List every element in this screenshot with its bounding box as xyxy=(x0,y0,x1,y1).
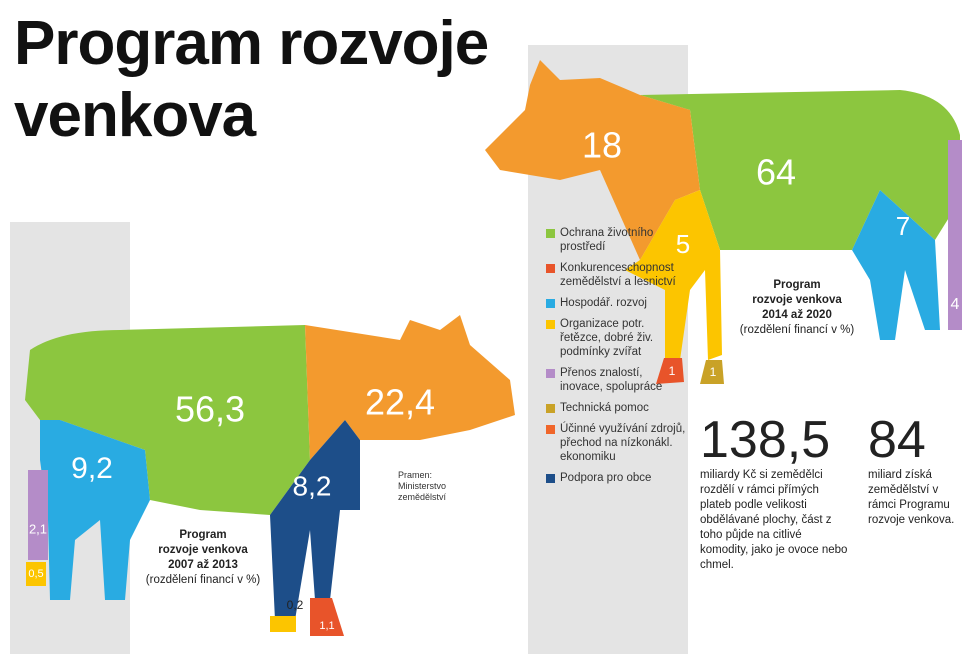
caption: Program rozvoje venkova 2014 až 2020 (ro… xyxy=(722,278,872,338)
segment-label: 2,1 xyxy=(29,521,47,536)
caption-line: Program xyxy=(128,528,278,543)
caption-line: (rozdělení financí v %) xyxy=(146,574,260,586)
legend-label: Technická pomoc xyxy=(560,402,649,414)
stat: 138,5 miliardy Kč si zemědělci rozdělí v… xyxy=(700,412,850,573)
legend: Ochrana životního prostředí Konkurencesch… xyxy=(546,226,686,492)
stat-number: 138,5 xyxy=(700,412,850,468)
legend-item: Účinné využívání zdrojů, přechod na nízk… xyxy=(546,422,686,464)
caption-line: rozvoje venkova xyxy=(722,293,872,308)
segment-label: 9,2 xyxy=(71,452,113,485)
legend-item: Technická pomoc xyxy=(546,401,686,415)
segment-label: 22,4 xyxy=(365,382,435,423)
legend-swatch xyxy=(546,320,555,329)
legend-swatch xyxy=(546,474,555,483)
segment-label: 8,2 xyxy=(293,470,332,501)
legend-item: Ochrana životního prostředí xyxy=(546,226,686,254)
source: Pramen: Ministerstvo zemědělství xyxy=(398,470,446,503)
legend-item: Podpora pro obce xyxy=(546,471,686,485)
legend-swatch xyxy=(546,425,555,434)
caption-line: 2014 až 2020 xyxy=(722,308,872,323)
segment-label: 0,5 xyxy=(28,568,43,580)
segment-label: 7 xyxy=(896,211,910,241)
legend-label: Podpora pro obce xyxy=(560,472,651,484)
legend-label: Hospodář. rozvoj xyxy=(560,297,647,309)
legend-item: Hospodář. rozvoj xyxy=(546,296,686,310)
legend-label: Ochrana životního prostředí xyxy=(560,227,653,253)
cow-udder xyxy=(28,470,48,560)
legend-swatch xyxy=(546,264,555,273)
legend-swatch xyxy=(546,369,555,378)
caption-line: (rozdělení financí v %) xyxy=(740,324,854,336)
legend-label: Organizace potr. řetězce, dobré živ. pod… xyxy=(560,318,653,358)
hoof xyxy=(270,616,296,632)
legend-swatch xyxy=(546,299,555,308)
segment-label: 0,2 xyxy=(287,598,304,612)
caption-line: Program xyxy=(722,278,872,293)
legend-swatch xyxy=(546,229,555,238)
stat-text: miliard získá zemědělství v rámci Progra… xyxy=(868,468,958,528)
stat-text: miliardy Kč si zemědělci rozdělí v rámci… xyxy=(700,468,850,573)
stat: 84 miliard získá zemědělství v rámci Pro… xyxy=(868,412,958,528)
stat-number: 84 xyxy=(868,412,958,468)
legend-item: Konkurenceschopnost zemědělství a lesnic… xyxy=(546,261,686,289)
segment-label: 1 xyxy=(710,365,717,379)
caption-line: 2007 až 2013 xyxy=(128,558,278,573)
segment-label: 1,1 xyxy=(319,620,334,632)
source-line: zemědělství xyxy=(398,492,446,503)
legend-item: Přenos znalostí, inovace, spolupráce xyxy=(546,366,686,394)
source-line: Pramen: xyxy=(398,470,446,481)
segment-label: 4 xyxy=(951,296,960,313)
source-line: Ministerstvo xyxy=(398,481,446,492)
caption-line: rozvoje venkova xyxy=(128,543,278,558)
legend-label: Účinné využívání zdrojů, přechod na nízk… xyxy=(560,423,685,463)
segment-label: 18 xyxy=(582,125,622,166)
legend-item: Organizace potr. řetězce, dobré živ. pod… xyxy=(546,317,686,359)
legend-swatch xyxy=(546,404,555,413)
legend-label: Přenos znalostí, inovace, spolupráce xyxy=(560,367,662,393)
segment-label: 64 xyxy=(756,152,796,193)
segment-label: 56,3 xyxy=(175,389,245,430)
title: Program rozvoje venkova xyxy=(14,8,514,152)
caption: Program rozvoje venkova 2007 až 2013 (ro… xyxy=(128,528,278,588)
infographic: 56,322,49,28,22,10,50,21,1186457411 Prog… xyxy=(0,0,965,654)
legend-label: Konkurenceschopnost zemědělství a lesnic… xyxy=(560,262,676,288)
